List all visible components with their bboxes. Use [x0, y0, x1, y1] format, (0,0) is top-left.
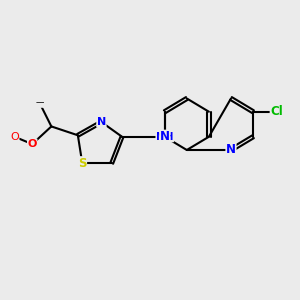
Text: NH: NH — [156, 132, 173, 142]
Text: N: N — [226, 143, 236, 157]
Text: O: O — [28, 139, 37, 149]
Text: N: N — [97, 117, 106, 127]
Text: S: S — [78, 157, 86, 170]
Text: —: — — [35, 98, 44, 107]
Text: Cl: Cl — [270, 105, 283, 118]
Text: N: N — [160, 130, 170, 143]
Text: O: O — [10, 132, 19, 142]
